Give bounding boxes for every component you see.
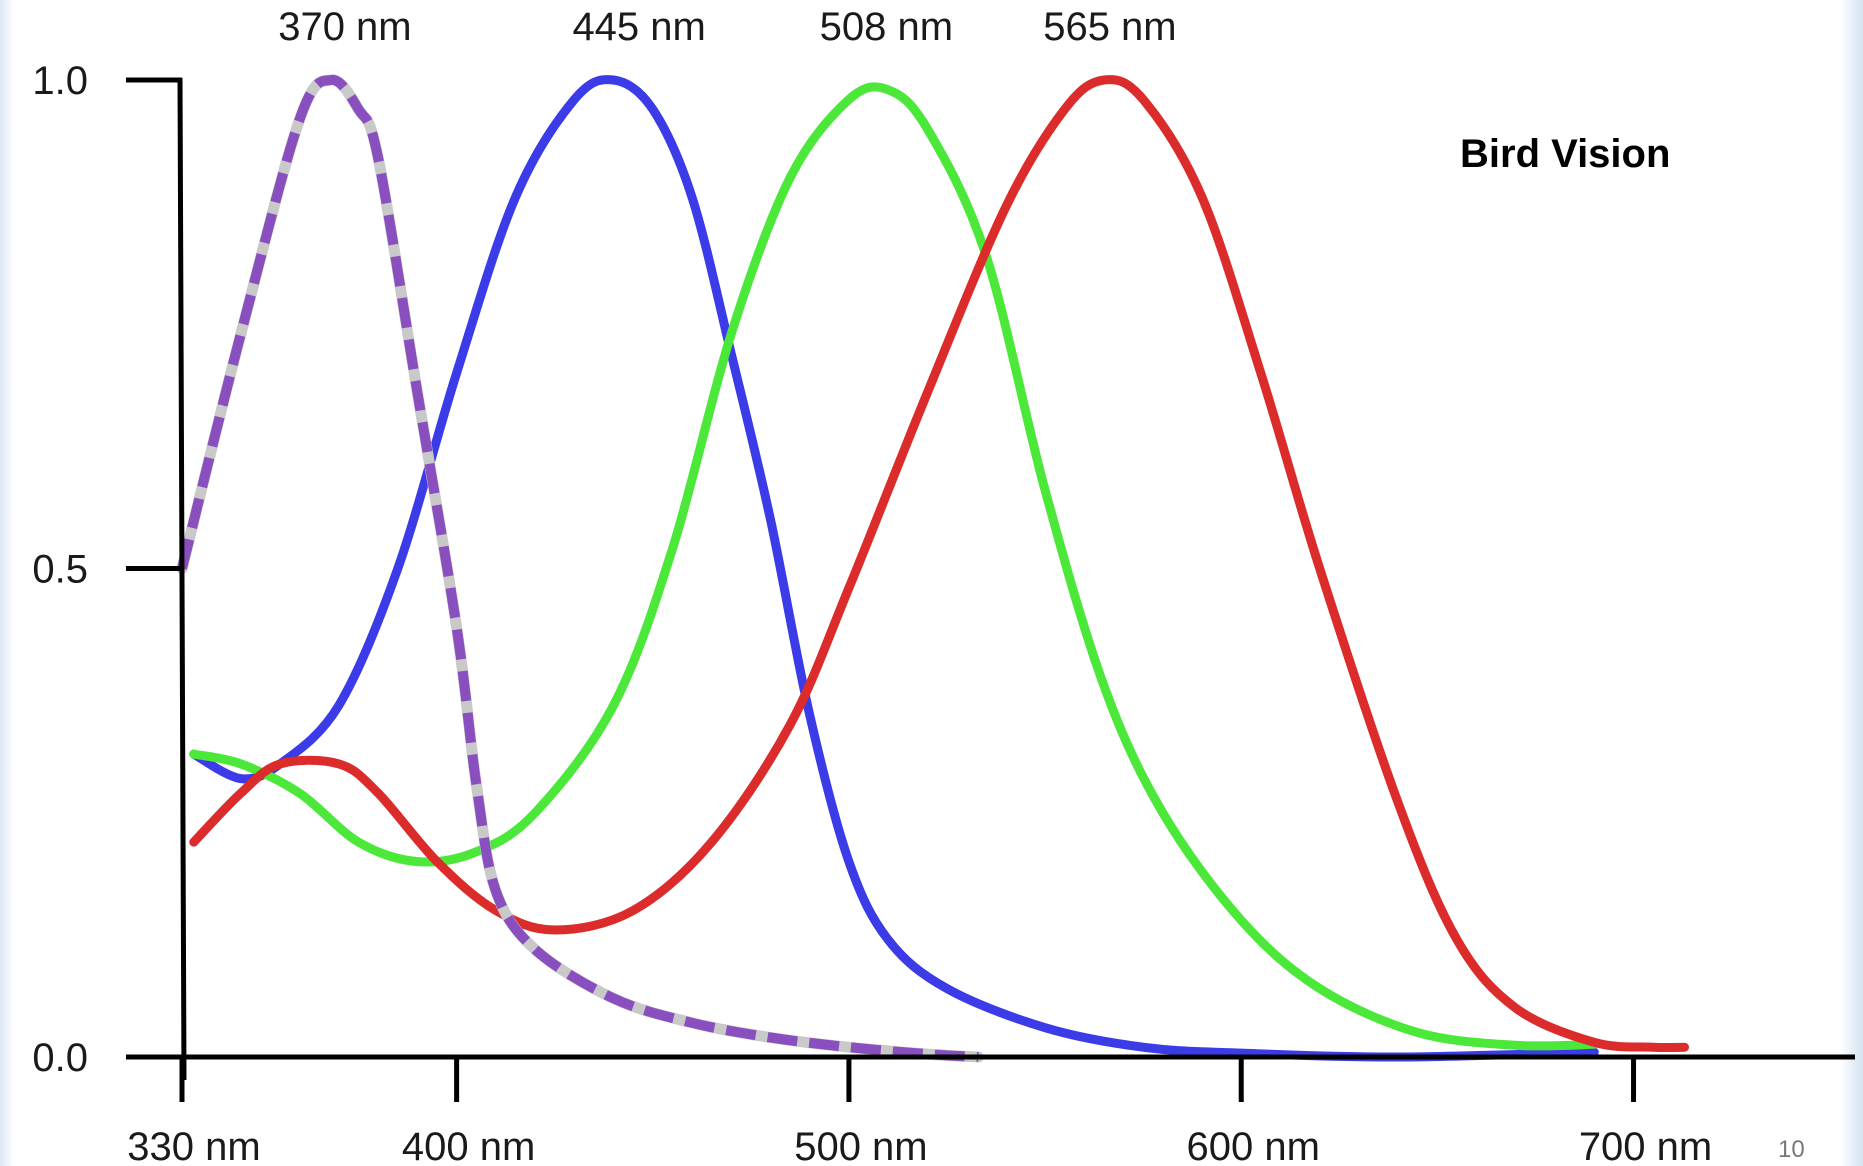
y-axis-line — [177, 77, 187, 1081]
series-line-445 — [189, 75, 1599, 1062]
y-tick-label: 1.0 — [32, 59, 88, 103]
peak-label-445: 445 nm — [572, 5, 705, 49]
x-tick-label: 600 nm — [1187, 1125, 1320, 1166]
series-line-565 — [189, 75, 1689, 1053]
x-tick-label: 700 nm — [1579, 1125, 1712, 1166]
y-tick-label: 0.5 — [32, 548, 88, 592]
axes-layer — [126, 77, 1855, 1102]
x-tick-label: 400 nm — [402, 1125, 535, 1166]
series-line-508 — [189, 82, 1599, 1051]
peak-label-370: 370 nm — [278, 5, 411, 49]
x-tick-label: 330 nm — [127, 1125, 260, 1166]
peak-label-565: 565 nm — [1043, 5, 1176, 49]
labels-layer: 0.0 0.5 1.0 330 nm 400 nm 500 nm 600 nm 700 nm 3… — [32, 5, 1712, 1166]
series-line-370 — [177, 75, 979, 1062]
page-number: 10 — [1778, 1136, 1805, 1163]
peak-label-508: 508 nm — [820, 5, 953, 49]
y-tick-label: 0.0 — [32, 1036, 88, 1080]
x-tick-label: 500 nm — [794, 1125, 927, 1166]
chart-title: Bird Vision — [1460, 132, 1670, 176]
series-layer — [176, 74, 1689, 1063]
